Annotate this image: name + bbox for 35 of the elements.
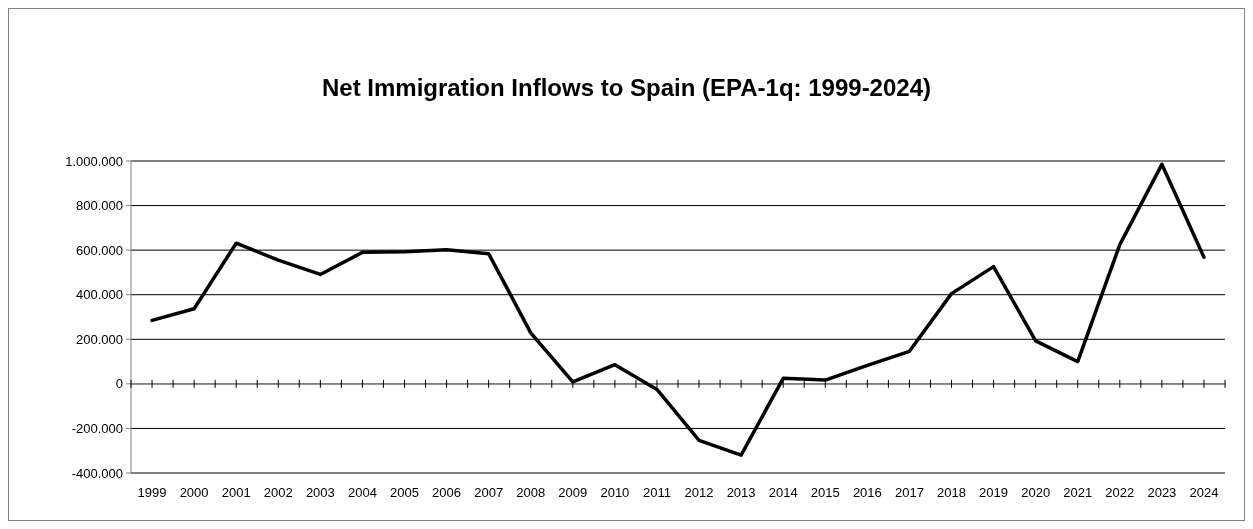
- x-tick-label: 2020: [1021, 485, 1051, 500]
- x-tick-label: 2004: [347, 485, 377, 500]
- x-tick-label: 2017: [894, 485, 924, 500]
- x-tick-label: 2008: [516, 485, 546, 500]
- x-tick-label: 2023: [1147, 485, 1177, 500]
- x-tick-label: 2001: [221, 485, 251, 500]
- x-tick-label: 2014: [768, 485, 798, 500]
- x-tick-label: 2006: [432, 485, 462, 500]
- chart-title: Net Immigration Inflows to Spain (EPA-1q: 1999-2024): [322, 74, 931, 101]
- x-tick-label: 2000: [179, 485, 209, 500]
- y-tick-label: 400.000: [76, 287, 123, 303]
- y-tick-label: 1.000.000: [65, 153, 123, 169]
- x-tick-label: 2002: [263, 485, 293, 500]
- y-tick-label: -200.000: [71, 420, 123, 436]
- x-tick-label: 2012: [684, 485, 714, 500]
- x-tick-label: 2007: [474, 485, 504, 500]
- x-tick-label: 2011: [642, 485, 671, 500]
- y-tick-label: 200.000: [76, 331, 123, 347]
- y-tick-label: 600.000: [76, 242, 123, 258]
- x-tick-label: 2024: [1189, 485, 1219, 500]
- x-tick-label: 1999: [137, 485, 167, 500]
- x-tick-label: 2021: [1063, 485, 1093, 500]
- x-tick-label: 2005: [390, 485, 419, 500]
- x-tick-label: 2015: [810, 485, 840, 500]
- x-tick-label: 2009: [558, 485, 588, 500]
- x-tick-label: 2016: [852, 485, 882, 500]
- y-tick-label: 800.000: [76, 198, 123, 214]
- x-tick-label: 2019: [979, 485, 1009, 500]
- x-tick-label: 2010: [600, 485, 630, 500]
- x-tick-label: 2022: [1105, 485, 1135, 500]
- x-tick-label: 2003: [305, 485, 335, 500]
- y-tick-label: -400.000: [71, 465, 123, 481]
- y-tick-label: 0: [115, 376, 123, 392]
- x-tick-label: 2013: [726, 485, 756, 500]
- x-tick-label: 2018: [937, 485, 966, 500]
